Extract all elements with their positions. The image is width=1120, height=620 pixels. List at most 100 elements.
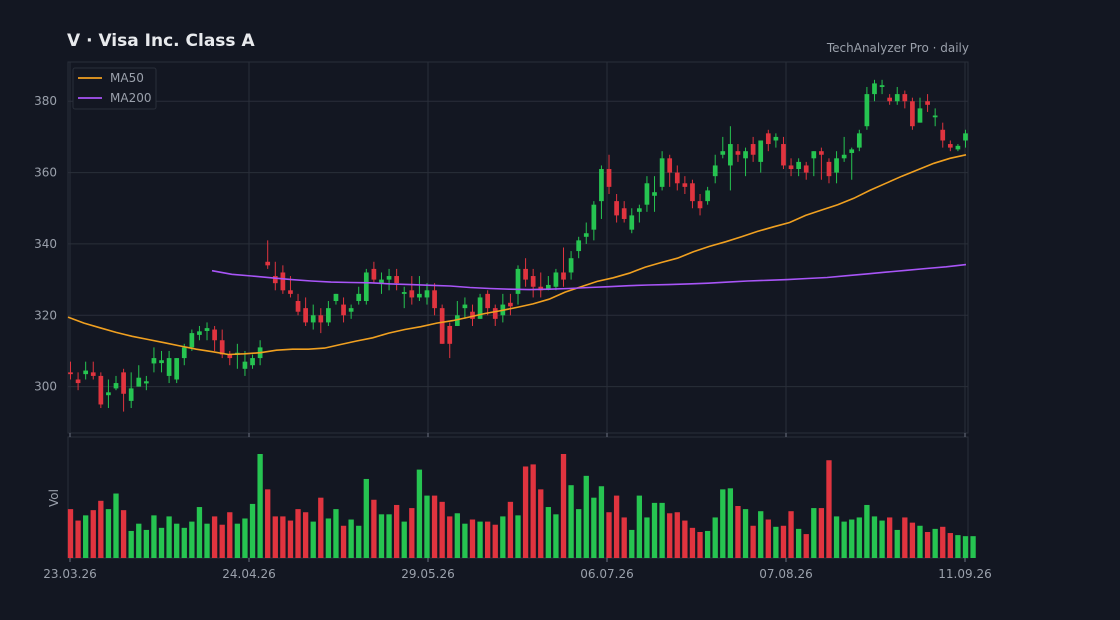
candle-body xyxy=(401,292,407,294)
volume-bar xyxy=(257,454,263,558)
volume-bar xyxy=(219,524,225,558)
candle-body xyxy=(379,279,384,284)
x-tick-label: 11.09.26 xyxy=(938,567,991,581)
volume-bar xyxy=(166,516,172,558)
volume-bar xyxy=(249,503,256,558)
volume-bar xyxy=(682,520,688,558)
candle-body xyxy=(583,233,589,237)
volume-bar xyxy=(83,515,89,558)
volume-bar xyxy=(667,513,673,558)
candle-body xyxy=(143,381,149,384)
volume-bar xyxy=(181,527,187,558)
volume-bar xyxy=(826,460,832,558)
candle-body xyxy=(925,101,930,105)
volume-bar xyxy=(856,517,862,558)
candle-body xyxy=(174,358,180,380)
volume-bar xyxy=(697,532,703,558)
candle-body xyxy=(151,358,157,364)
y-tick-label: 360 xyxy=(34,166,57,180)
chart-source-label: TechAnalyzer Pro · daily xyxy=(826,41,969,55)
volume-bar xyxy=(591,497,597,558)
candle-body xyxy=(470,311,475,319)
candle-body xyxy=(121,372,126,394)
candle-body xyxy=(659,158,665,187)
candle-body xyxy=(568,258,574,273)
volume-bar xyxy=(105,509,112,558)
candle-body xyxy=(90,372,96,376)
candle-body xyxy=(417,293,422,298)
volume-bar xyxy=(833,516,840,558)
ma50-line xyxy=(67,154,967,356)
volume-bar xyxy=(136,523,142,558)
volume-bar xyxy=(265,489,271,558)
candle-body xyxy=(826,161,832,177)
candle-body xyxy=(189,333,195,348)
candle-body xyxy=(834,158,839,173)
candle-body xyxy=(68,372,73,375)
candle-body xyxy=(326,308,331,323)
candle-body xyxy=(765,133,771,145)
candle-body xyxy=(409,290,415,298)
candle-body xyxy=(796,161,801,170)
candle-body xyxy=(917,108,923,123)
volume-bar xyxy=(704,530,711,558)
chart-title: V · Visa Inc. Class A xyxy=(67,31,255,51)
volume-bar xyxy=(879,520,885,558)
candle-body xyxy=(705,190,710,202)
candle-body xyxy=(902,94,908,102)
volume-bar xyxy=(280,516,286,558)
volume-bar xyxy=(393,504,400,558)
candle-body xyxy=(371,268,377,280)
candle-body xyxy=(720,151,726,155)
candle-body xyxy=(932,115,938,118)
volume-bar xyxy=(492,524,498,558)
volume-bar xyxy=(538,489,544,558)
candle-body xyxy=(106,392,111,396)
volume-bar xyxy=(333,509,339,558)
candle-body xyxy=(910,101,915,127)
volume-bar xyxy=(886,517,893,558)
volume-bar xyxy=(758,511,764,558)
volume-bar xyxy=(302,512,309,558)
volume-bar xyxy=(500,516,506,558)
candle-body xyxy=(538,286,544,291)
candle-body xyxy=(690,183,695,202)
volume-bar xyxy=(727,488,734,558)
volume-bar xyxy=(530,464,536,558)
candle-body xyxy=(803,165,809,173)
volume-bar xyxy=(67,509,74,558)
volume-bar xyxy=(712,517,718,558)
candle-body xyxy=(363,272,369,302)
candle-body xyxy=(697,201,703,209)
candle-body xyxy=(348,308,354,312)
y-tick-label: 380 xyxy=(34,94,57,108)
candle-body xyxy=(477,297,483,319)
volume-bar xyxy=(598,486,605,558)
candle-body xyxy=(849,149,855,153)
candle-body xyxy=(515,268,521,294)
volume-bar xyxy=(803,534,809,558)
volume-bar xyxy=(348,519,354,558)
volume-bar xyxy=(128,530,134,558)
volume-bar xyxy=(356,525,362,558)
volume-bar xyxy=(947,533,953,558)
volume-bar xyxy=(507,501,514,558)
candle-body xyxy=(265,261,271,266)
candle-body xyxy=(743,151,748,159)
volume-bar xyxy=(318,497,324,558)
candle-body xyxy=(462,304,468,309)
candle-body xyxy=(712,165,718,177)
volume-bar xyxy=(120,510,127,558)
volume-bar xyxy=(211,516,218,558)
volume-bar xyxy=(386,514,392,558)
x-tick-label: 07.08.26 xyxy=(759,567,812,581)
volume-bar xyxy=(371,499,377,558)
candle-body xyxy=(181,347,187,359)
volume-bar xyxy=(325,518,332,558)
volume-bar xyxy=(636,495,643,558)
candle-body xyxy=(242,361,248,369)
candle-body xyxy=(424,290,430,298)
candle-body xyxy=(333,293,339,302)
candle-body xyxy=(128,388,134,401)
